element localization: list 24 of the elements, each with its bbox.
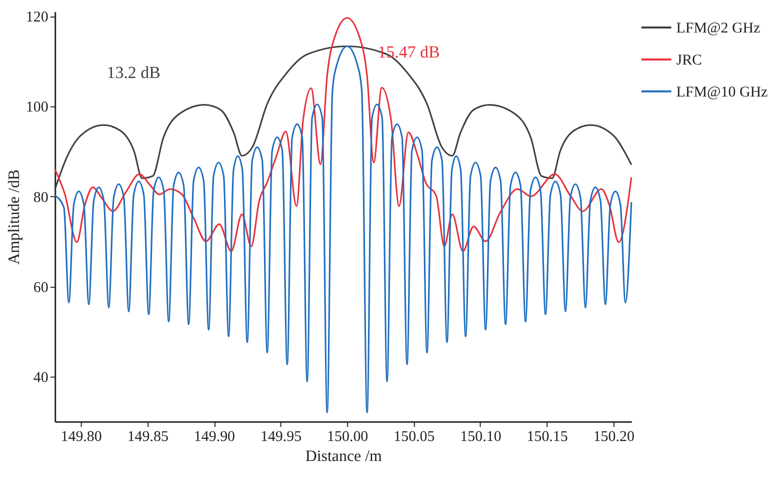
x-tick-label: 149.80 — [60, 428, 102, 445]
y-tick-label: 120 — [26, 10, 48, 26]
legend-label: JRC — [676, 52, 702, 68]
x-axis-title: Distance /m — [305, 448, 382, 465]
y-tick-label: 40 — [33, 370, 48, 386]
line-series — [54, 45, 632, 190]
legend-label: LFM@2 GHz — [676, 20, 761, 37]
y-tick-label: 80 — [33, 190, 48, 206]
x-tick-label: 150.15 — [526, 428, 568, 445]
y-tick-label: 100 — [26, 100, 48, 116]
annotation: 13.2 dB — [106, 63, 160, 82]
x-tick-label: 150.05 — [394, 428, 435, 445]
x-tick-label: 150.20 — [593, 428, 634, 445]
line-series — [54, 17, 632, 252]
x-tick-label: 150.10 — [460, 428, 502, 445]
line-series — [54, 45, 632, 414]
annotation: 15.47 dB — [378, 42, 440, 62]
y-tick-label: 60 — [33, 280, 48, 296]
x-tick-label: 149.95 — [260, 428, 302, 445]
x-tick-label: 149.90 — [194, 428, 236, 445]
x-tick-label: 149.85 — [127, 428, 168, 445]
y-axis-title: Amplitude /dB — [6, 169, 23, 265]
legend-label: LFM@10 GHz — [676, 84, 768, 100]
x-tick-label: 150.00 — [327, 428, 368, 445]
